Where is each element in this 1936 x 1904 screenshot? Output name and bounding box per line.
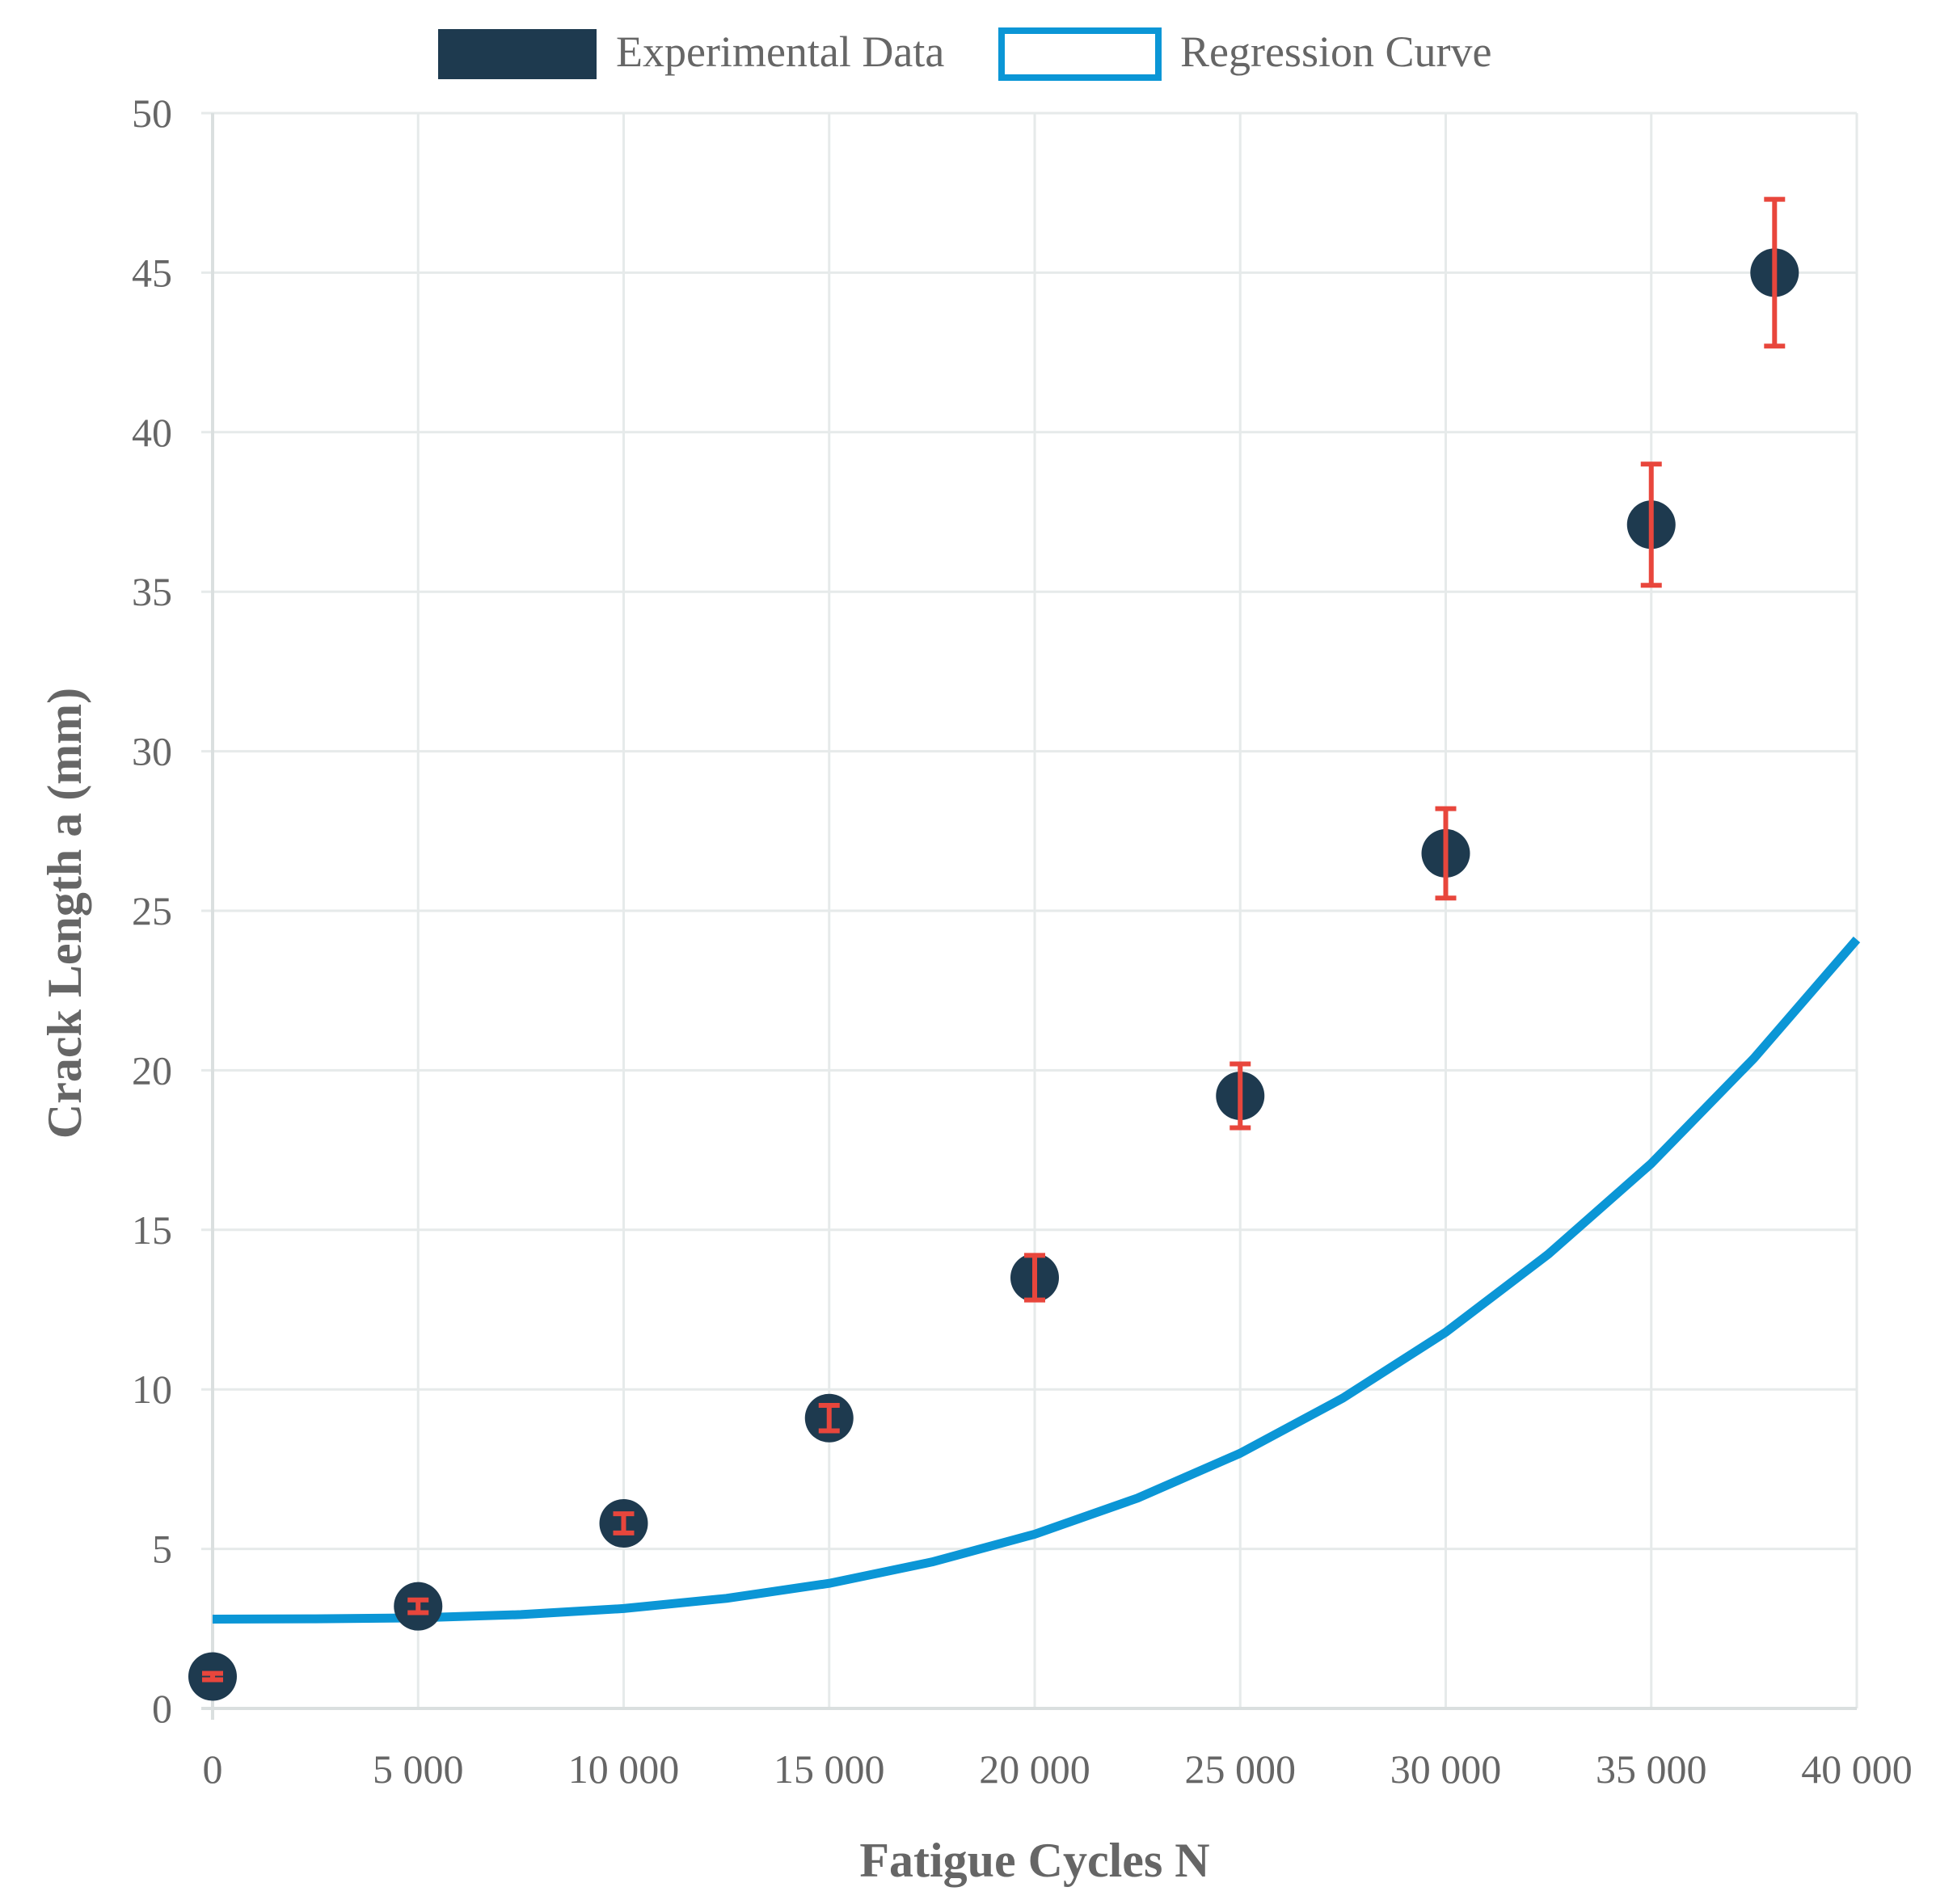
x-axis-title: Fatigue Cycles N xyxy=(859,1834,1209,1887)
y-tick-label: 35 xyxy=(132,569,172,614)
x-tick-label: 20 000 xyxy=(979,1746,1090,1792)
data-point xyxy=(188,1652,237,1701)
regression-curve xyxy=(212,936,1861,1624)
data-point xyxy=(599,1499,648,1548)
data-point xyxy=(1010,1253,1059,1303)
x-tick-label: 10 000 xyxy=(568,1746,680,1792)
x-tick-label: 40 000 xyxy=(1801,1746,1913,1792)
x-tick-label: 25 000 xyxy=(1185,1746,1297,1792)
y-tick-label: 0 xyxy=(152,1686,172,1731)
data-point xyxy=(1626,461,1676,588)
y-tick-label: 50 xyxy=(132,91,172,136)
data-point xyxy=(1216,1061,1265,1131)
y-tick-label: 25 xyxy=(132,888,172,933)
y-axis-title: Crack Length a (mm) xyxy=(38,688,91,1139)
data-points-layer xyxy=(188,196,1799,1701)
x-tick-label: 30 000 xyxy=(1390,1746,1502,1792)
tick-labels: 0 5 000 10 000 15 000 20 000 25 000 30 000 35 0… xyxy=(132,91,1913,1792)
legend-swatch-regression xyxy=(998,27,1162,81)
y-tick-label: 20 xyxy=(132,1047,172,1093)
x-tick-label: 0 xyxy=(203,1746,223,1792)
legend-label-experimental: Experimental Data xyxy=(616,27,944,76)
x-tick-label: 5 000 xyxy=(373,1746,464,1792)
y-tick-label: 45 xyxy=(132,250,172,295)
legend-swatch-experimental xyxy=(438,29,597,79)
axes xyxy=(201,113,1857,1720)
y-tick-label: 40 xyxy=(132,410,172,455)
y-tick-label: 10 xyxy=(132,1367,172,1412)
legend-label-regression: Regression Curve xyxy=(1180,27,1491,76)
data-point xyxy=(804,1393,854,1443)
data-point xyxy=(1421,806,1470,901)
x-tick-label: 35 000 xyxy=(1596,1746,1707,1792)
grid xyxy=(201,112,1858,1708)
legend[interactable]: Experimental Data Regression Curve xyxy=(438,27,1491,81)
x-tick-label: 15 000 xyxy=(774,1746,885,1792)
legend-item-regression[interactable]: Regression Curve xyxy=(998,27,1491,81)
legend-item-experimental[interactable]: Experimental Data xyxy=(438,27,944,79)
y-tick-label: 15 xyxy=(132,1207,172,1253)
y-tick-label: 5 xyxy=(152,1527,172,1572)
data-point xyxy=(1750,196,1799,349)
y-tick-label: 30 xyxy=(132,729,172,774)
regression-layer xyxy=(212,936,1861,1624)
data-point xyxy=(394,1582,443,1631)
